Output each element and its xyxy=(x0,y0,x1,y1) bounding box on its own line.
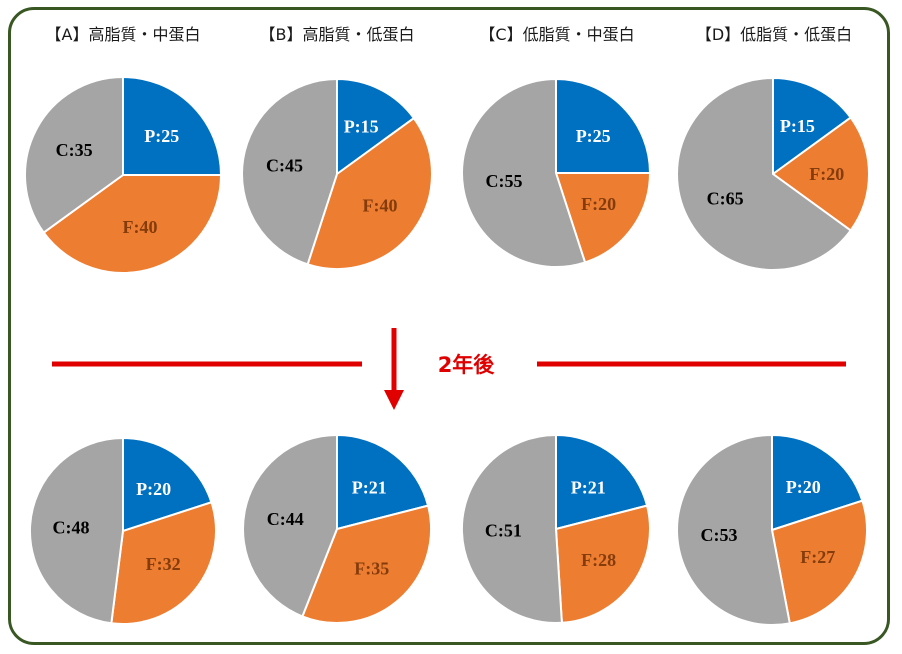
pie-2: P:15 F:40 C:45 xyxy=(241,77,433,270)
pie-6-slice-C xyxy=(242,433,338,618)
two-years-later-label: 2年後 xyxy=(438,353,496,377)
pie-8-label-P: P:20 xyxy=(786,477,821,497)
pie-1-slice-F xyxy=(42,174,223,274)
pie-5-slice-F xyxy=(110,500,217,625)
pie-7-label-P: P:21 xyxy=(571,477,606,497)
pie-5-label-F: F:32 xyxy=(146,554,181,574)
pie-3: P:25 F:20 C:55 xyxy=(461,77,652,268)
pie-5-label-C: C:48 xyxy=(53,518,90,538)
chart-title-a: 【A】高脂質・中蛋白 xyxy=(46,25,201,44)
two-years-later-divider: 2年後 xyxy=(52,328,846,410)
pie-3-slice-F xyxy=(554,172,652,264)
pie-3-label-P: P:25 xyxy=(576,126,611,146)
pie-6-label-F: F:35 xyxy=(354,559,389,579)
pie-3-label-C: C:55 xyxy=(486,171,523,191)
down-arrow-icon xyxy=(384,390,404,410)
pie-4-label-F: F:20 xyxy=(809,164,844,184)
pie-3-slice-P xyxy=(555,77,652,174)
pie-6: P:21 F:35 C:44 xyxy=(242,433,433,624)
pie-2-slice-C xyxy=(241,77,338,266)
pie-3-label-F: F:20 xyxy=(581,194,616,214)
pie-2-slice-P xyxy=(336,77,416,176)
pie-6-slice-F xyxy=(301,504,433,624)
pie-2-label-C: C:45 xyxy=(266,156,303,176)
pie-1-label-F: F:40 xyxy=(123,217,158,237)
pie-8: P:20 F:27 C:53 xyxy=(676,433,868,626)
pie-5-label-P: P:20 xyxy=(136,479,171,499)
pie-7-slice-F xyxy=(554,504,652,624)
pie-1-slice-P xyxy=(122,75,223,176)
chart-titles: 【A】高脂質・中蛋白 【B】高脂質・低蛋白 【C】低脂質・中蛋白 【D】低脂質・… xyxy=(46,25,853,44)
pie-2-label-F: F:40 xyxy=(363,195,398,215)
pie-4-slice-C xyxy=(676,76,853,271)
pie-7-label-C: C:51 xyxy=(485,521,522,541)
chart-title-d: 【D】低脂質・低蛋白 xyxy=(696,25,852,44)
pie-5: P:20 F:32 C:48 xyxy=(28,436,217,625)
pie-4-slice-F xyxy=(771,116,870,232)
pie-1-label-P: P:25 xyxy=(144,126,179,146)
pie-4-label-C: C:65 xyxy=(707,188,744,208)
pie-7-label-F: F:28 xyxy=(581,550,616,570)
pie-1-label-C: C:35 xyxy=(56,140,93,160)
pie-8-label-F: F:27 xyxy=(800,547,835,567)
pie-6-label-P: P:21 xyxy=(352,477,387,497)
pie-4-label-P: P:15 xyxy=(780,116,815,136)
pie-8-slice-P xyxy=(771,433,864,532)
pie-7: P:21 F:28 C:51 xyxy=(460,433,652,624)
pie-4-slice-P xyxy=(772,76,853,176)
pie-5-slice-P xyxy=(122,436,213,533)
chart-title-c: 【C】低脂質・中蛋白 xyxy=(479,25,634,44)
pie-4: P:15 F:20 C:65 xyxy=(676,76,870,271)
pie-8-slice-F xyxy=(770,499,868,625)
pie-1-slice-C xyxy=(24,75,124,234)
pie-7-slice-C xyxy=(460,433,563,624)
pie-1: P:25 F:40 C:35 xyxy=(24,75,223,274)
pie-8-label-C: C:53 xyxy=(701,525,738,545)
pies: P:25 F:40 C:35 P:15 F:40 C:45 P:25 F:20 C:55 P:15… xyxy=(24,75,870,626)
pie-7-slice-P xyxy=(555,433,649,531)
chart-title-b: 【B】高脂質・低蛋白 xyxy=(260,25,415,44)
pie-2-slice-F xyxy=(306,116,433,270)
pie-8-slice-C xyxy=(676,433,791,626)
rounded-frame xyxy=(8,7,890,645)
pie-6-slice-P xyxy=(336,433,430,531)
pie-6-label-C: C:44 xyxy=(267,509,304,529)
pie-5-slice-C xyxy=(28,436,124,625)
pie-3-slice-C xyxy=(461,77,587,268)
pie-2-label-P: P:15 xyxy=(344,117,379,137)
